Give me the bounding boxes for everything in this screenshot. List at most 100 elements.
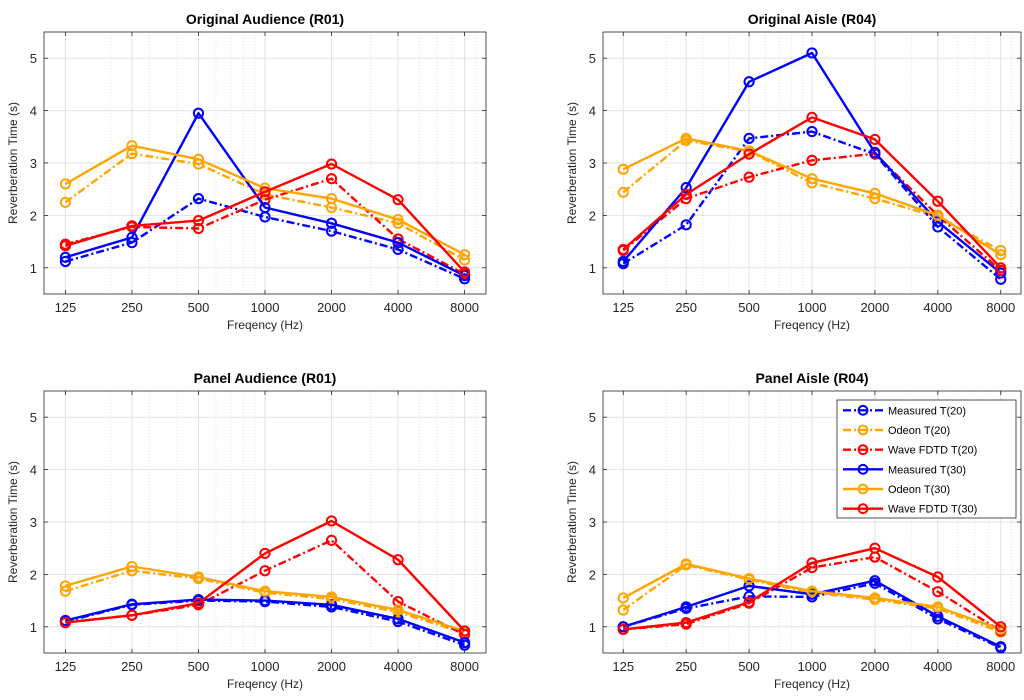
legend-swatch-marker [857,424,869,436]
data-point [126,140,138,152]
data-point [126,560,138,573]
series-wave-fdtd-t-30 [617,542,1007,636]
legend-entry-label: Odeon T(20) [888,425,950,437]
data-point [325,173,338,185]
data-point [806,557,818,569]
data-point [743,171,755,183]
y-tick-label: 1 [589,620,596,635]
y-axis-label: Reverberation Time (s) [565,102,579,224]
data-point [617,243,629,256]
series-line [622,51,1002,274]
y-tick-label: 5 [30,51,37,66]
data-point [932,586,944,598]
series-wave-fdtd-t-30 [59,158,471,278]
x-tick-label: 8000 [986,659,1015,674]
x-axis-label: Freqency (Hz) [774,318,850,332]
x-tick-label: 2000 [317,300,346,315]
data-point [617,592,629,604]
data-point [995,621,1007,633]
y-tick-label: 3 [30,515,37,530]
data-point [680,132,692,144]
data-point [743,596,755,608]
x-tick-label: 250 [121,300,143,315]
y-axis-label: Reverberation Time (s) [565,461,579,583]
data-point [458,254,471,266]
series-line [623,555,1002,633]
data-point [392,243,404,256]
data-point [932,195,944,207]
data-point [680,219,692,231]
data-point [806,47,818,59]
y-tick-label: 2 [589,208,596,223]
data-point [59,617,72,629]
y-tick-label: 2 [30,208,37,223]
series-line [65,565,465,633]
subplot-3: 125 250 500 1000 2000 4000 8000 1 2 3 4 5 Panel Audi… [6,370,487,691]
x-tick-label: 500 [188,659,210,674]
y-tick-label: 2 [589,567,596,582]
data-point [59,240,72,252]
series-wave-fdtd-t-30 [59,515,471,637]
data-point [259,585,271,597]
data-point [259,201,271,214]
data-point [869,133,881,146]
legend-box [836,399,1017,519]
data-point [806,154,818,166]
chart-title: Original Aisle (R04) [748,11,877,27]
y-tick-label: 4 [30,463,37,478]
subplot-2: 125 250 500 1000 2000 4000 8000 1 2 3 4 5 Original A… [565,11,1022,332]
x-tick-label: 2000 [860,300,889,315]
series-line [622,137,1002,256]
data-point [995,262,1007,274]
legend: Measured T(20) Odeon T(20) Wave FDTD T(20)… [836,399,1017,519]
data-point [458,625,471,637]
data-point [59,585,72,597]
data-point [680,188,692,201]
x-axis-label: Freqency (Hz) [227,677,303,691]
data-point [932,216,944,228]
data-point [259,547,271,560]
series-measured-t-30 [59,593,471,649]
data-point [259,565,271,577]
x-tick-label: 4000 [384,659,413,674]
data-point [932,571,944,583]
data-point [126,147,138,160]
data-point [995,641,1007,653]
legend-swatch-marker [857,444,869,456]
x-tick-label: 125 [55,659,77,674]
subplot-4: 125 250 500 1000 2000 4000 8000 1 2 3 4 5 Panel Aisl… [565,370,1022,691]
series-line [65,111,466,277]
legend-entry-label: Measured T(20) [888,405,966,417]
data-point [126,609,138,621]
data-point [458,636,471,649]
data-point [680,182,692,194]
data-point [680,617,692,629]
data-point [743,148,755,160]
data-point [325,158,338,170]
x-axis-label: Freqency (Hz) [774,677,850,691]
subplot-1: 125 250 500 1000 2000 4000 8000 1 2 3 4 5 Original A… [6,11,487,332]
series-line [65,519,466,632]
x-tick-label: 250 [121,659,143,674]
legend-swatch-marker [857,404,869,416]
data-point [192,597,205,609]
data-point [325,515,338,527]
chart-title: Original Audience (R01) [186,11,344,27]
x-tick-label: 2000 [860,659,889,674]
legend-entry-label: Measured T(30) [888,464,966,476]
y-tick-label: 1 [589,261,596,276]
data-point [392,237,404,249]
x-tick-label: 4000 [384,300,413,315]
data-point [743,76,755,88]
x-tick-label: 1000 [798,659,827,674]
data-point [325,599,338,611]
data-point [617,163,629,175]
y-tick-label: 1 [30,261,37,276]
x-tick-label: 4000 [923,659,952,674]
legend-entry-label: Wave FDTD T(30) [888,504,977,516]
y-tick-label: 3 [30,156,37,171]
data-point [869,146,881,159]
x-tick-label: 8000 [450,659,479,674]
x-tick-label: 500 [738,659,760,674]
x-tick-label: 500 [188,300,210,315]
